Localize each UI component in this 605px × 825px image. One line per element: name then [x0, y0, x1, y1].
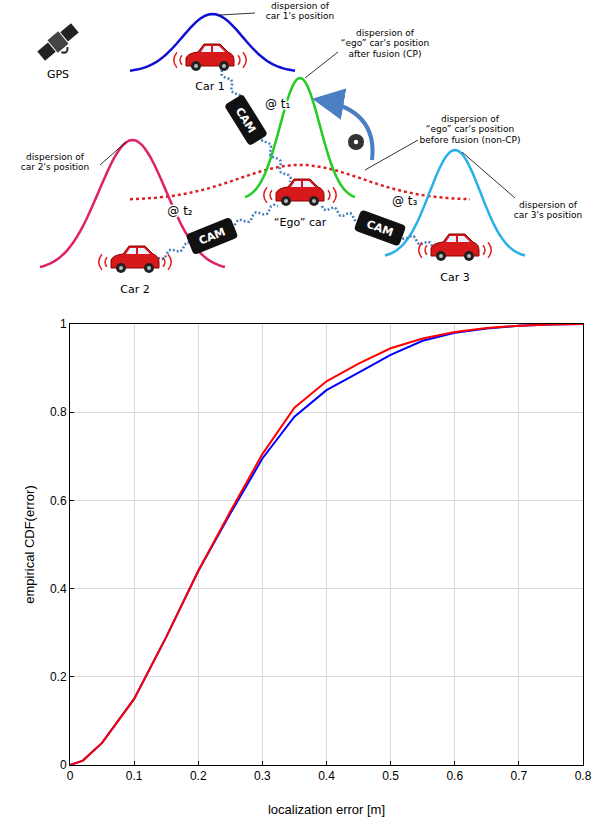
svg-text:0.1: 0.1	[126, 769, 143, 783]
svg-text:Car 2: Car 2	[120, 283, 149, 296]
svg-text:localization error [m]: localization error [m]	[268, 802, 385, 817]
svg-text:CAM: CAM	[365, 218, 395, 240]
svg-text:0.5: 0.5	[382, 769, 399, 783]
svg-text:dispersion ofcar 2's position: dispersion ofcar 2's position	[21, 152, 89, 172]
svg-text:dispersion of“ego” car's posit: dispersion of“ego” car's positionbefore …	[420, 114, 521, 145]
svg-text:“Ego” car: “Ego” car	[274, 216, 327, 229]
svg-text:dispersion ofcar 1's position: dispersion ofcar 1's position	[266, 1, 334, 21]
svg-text:0.4: 0.4	[50, 582, 67, 596]
svg-text:0.6: 0.6	[446, 769, 463, 783]
svg-text:Car 1: Car 1	[195, 80, 224, 93]
svg-text:GPS: GPS	[47, 68, 69, 81]
svg-text:0.8: 0.8	[575, 769, 592, 783]
svg-text:@ t₁: @ t₁	[265, 97, 291, 111]
svg-text:dispersion ofcar 3's position: dispersion ofcar 3's position	[514, 200, 582, 220]
svg-text:0.4: 0.4	[318, 769, 335, 783]
svg-text:dispersion of“ego” car's posit: dispersion of“ego” car's positionafter f…	[341, 28, 429, 59]
svg-text:0.2: 0.2	[50, 670, 67, 684]
svg-text:@ t₃: @ t₃	[392, 194, 418, 208]
svg-text:CAM: CAM	[233, 105, 259, 135]
svg-text:0.2: 0.2	[190, 769, 207, 783]
svg-text:0.3: 0.3	[254, 769, 271, 783]
svg-text:CAM: CAM	[197, 225, 227, 247]
svg-text:0.6: 0.6	[50, 494, 67, 508]
svg-text:empirical CDF(error): empirical CDF(error)	[22, 485, 37, 603]
svg-text:Car 3: Car 3	[440, 271, 469, 284]
svg-text:0.7: 0.7	[511, 769, 528, 783]
svg-text:1: 1	[60, 317, 67, 331]
svg-text:0.8: 0.8	[50, 405, 67, 419]
svg-text:@ t₂: @ t₂	[167, 204, 193, 218]
svg-text:0: 0	[60, 758, 67, 772]
svg-text:0: 0	[67, 769, 74, 783]
